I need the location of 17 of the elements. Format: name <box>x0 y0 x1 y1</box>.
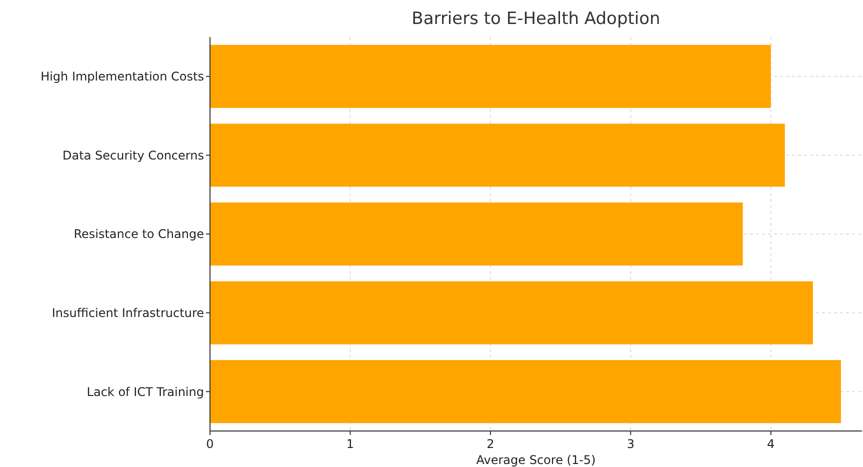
y-tick-label: Resistance to Change <box>74 227 204 242</box>
x-tick-label: 2 <box>486 437 494 451</box>
y-tick-label: High Implementation Costs <box>40 70 204 84</box>
x-tick-label: 3 <box>626 437 634 451</box>
x-tick-label: 1 <box>346 437 354 451</box>
bar <box>210 202 743 266</box>
bar <box>210 124 785 187</box>
bar <box>210 44 771 108</box>
bar <box>210 360 841 424</box>
x-tick-label: 4 <box>767 437 775 451</box>
x-tick-label: 0 <box>206 437 214 451</box>
y-tick-label: Lack of ICT Training <box>86 384 204 399</box>
bar <box>210 281 813 344</box>
x-axis-title: Average Score (1-5) <box>476 453 596 467</box>
y-tick-label: Data Security Concerns <box>62 148 204 162</box>
chart-title: Barriers to E-Health Adoption <box>412 9 660 29</box>
y-tick-label: Insufficient Infrastructure <box>52 306 204 320</box>
